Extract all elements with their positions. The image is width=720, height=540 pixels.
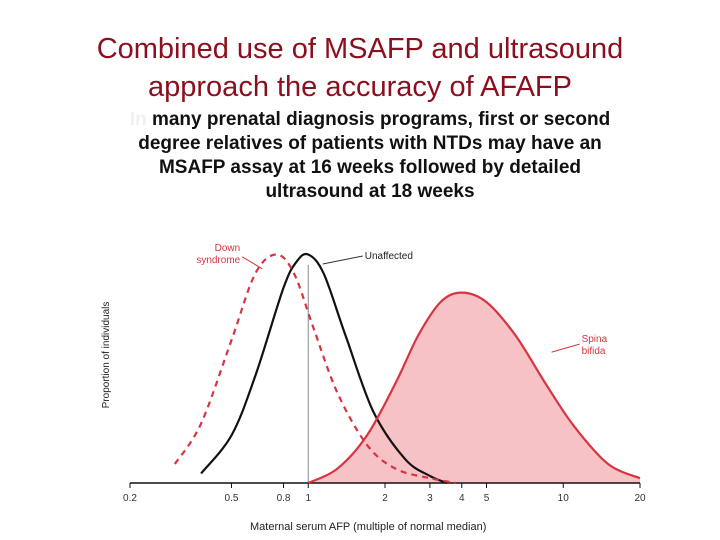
x-tick-label-0-2: 0.2 (123, 493, 137, 504)
spina-bifida-label-line-2: bifida (582, 346, 606, 357)
down-syndrome-label-line-2: syndrome (196, 255, 240, 266)
x-tick-label-5: 5 (484, 493, 490, 504)
down-syndrome-leader-line (241, 256, 263, 270)
unaffected-label: Unaffected (365, 251, 413, 262)
body-line-3: MSAFP assay at 16 weeks followed by deta… (158, 157, 582, 178)
x-tick-label-0-8: 0.8 (277, 493, 291, 504)
down-syndrome-label: Down syndrome (196, 243, 240, 266)
spina-bifida-label: Spina bifida (582, 334, 608, 357)
body-line-1: In many prenatal diagnosis programs, fir… (40, 108, 700, 132)
slide-title-line-1: Combined use of MSAFP and ultrasound (96, 33, 624, 65)
body-lead-word: In (129, 109, 147, 130)
x-tick-label-4: 4 (459, 493, 465, 504)
spina-bifida-area (308, 292, 640, 483)
x-tick-label-0-5: 0.5 (225, 493, 239, 504)
x-tick-label-2: 2 (382, 493, 388, 504)
body-line-1-text: many prenatal diagnosis programs, first … (146, 109, 611, 130)
x-tick-label-10: 10 (558, 493, 570, 504)
spina-bifida-curve (307, 291, 641, 485)
y-axis-label: Proportion of individuals (101, 302, 112, 409)
x-tick-label-3: 3 (427, 493, 433, 504)
down-syndrome-curve (173, 253, 457, 485)
afp-distribution-chart: 0.2 0.5 0.8 1 2 3 4 5 10 20 Maternal serum AFP (mu… (101, 243, 646, 533)
slide-title-line-2: approach the accuracy of AFAFP (148, 71, 572, 103)
spina-bifida-label-line-1: Spina (582, 334, 608, 345)
x-tick-label-1: 1 (305, 493, 311, 504)
body-line-2: degree relatives of patients with NTDs m… (138, 133, 602, 154)
x-tick-label-20: 20 (634, 493, 646, 504)
body-line-4: ultrasound at 18 weeks (265, 181, 475, 202)
unaffected-curve (200, 252, 448, 485)
x-axis-label: Maternal serum AFP (multiple of normal m… (250, 521, 486, 533)
unaffected-leader-line (322, 255, 363, 265)
slide-body-text: In many prenatal diagnosis programs, fir… (40, 108, 700, 204)
slide-title: Combined use of MSAFP and ultrasound app… (0, 30, 720, 106)
down-syndrome-label-line-1: Down (215, 243, 241, 254)
spina-bifida-leader-line (551, 343, 580, 353)
